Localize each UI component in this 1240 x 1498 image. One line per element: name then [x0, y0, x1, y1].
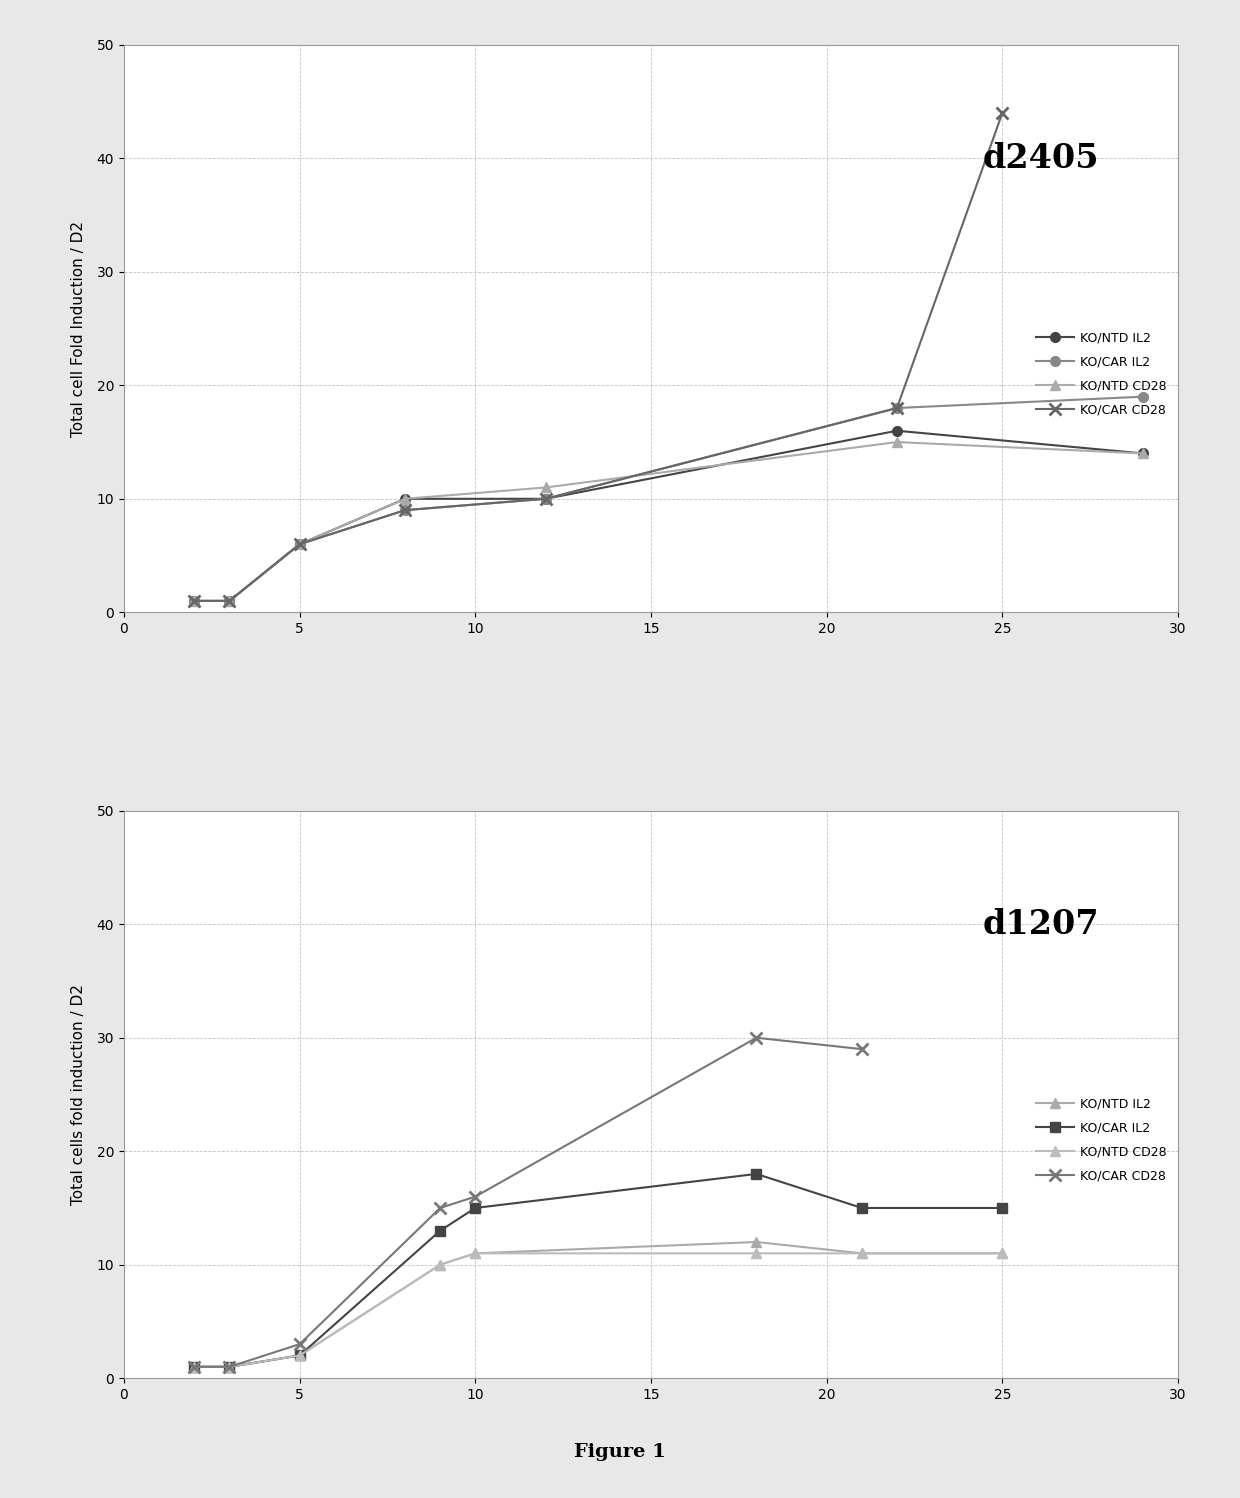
Line: KO/NTD CD28: KO/NTD CD28 [190, 437, 1148, 605]
KO/NTD CD28 [187, 1357, 202, 1375]
Text: Figure 1: Figure 1 [574, 1443, 666, 1461]
KO/NTD CD28 [398, 490, 413, 508]
KO/NTD IL2 [222, 592, 237, 610]
KO/NTD IL2 [398, 490, 413, 508]
KO/CAR CD28 [433, 1198, 448, 1216]
Line: KO/NTD IL2: KO/NTD IL2 [190, 425, 1148, 605]
Y-axis label: Total cells fold induction / D2: Total cells fold induction / D2 [71, 984, 86, 1204]
KO/CAR IL2 [187, 592, 202, 610]
KO/NTD IL2 [889, 422, 904, 440]
KO/NTD IL2 [433, 1255, 448, 1273]
Line: KO/CAR CD28: KO/CAR CD28 [188, 106, 1008, 607]
KO/NTD CD28 [222, 1357, 237, 1375]
KO/CAR IL2 [467, 1198, 482, 1216]
KO/CAR IL2 [187, 1357, 202, 1375]
Line: KO/NTD CD28: KO/NTD CD28 [190, 1248, 1007, 1372]
Legend: KO/NTD IL2, KO/CAR IL2, KO/NTD CD28, KO/CAR CD28: KO/NTD IL2, KO/CAR IL2, KO/NTD CD28, KO/… [1032, 327, 1172, 422]
KO/NTD IL2 [187, 1357, 202, 1375]
KO/CAR IL2 [398, 502, 413, 520]
KO/CAR IL2 [854, 1198, 869, 1216]
Legend: KO/NTD IL2, KO/CAR IL2, KO/NTD CD28, KO/CAR CD28: KO/NTD IL2, KO/CAR IL2, KO/NTD CD28, KO/… [1032, 1092, 1172, 1188]
KO/CAR IL2 [889, 398, 904, 416]
KO/NTD CD28 [854, 1245, 869, 1263]
KO/NTD IL2 [1136, 445, 1151, 463]
KO/NTD CD28 [994, 1245, 1009, 1263]
KO/CAR IL2 [222, 1357, 237, 1375]
KO/CAR IL2 [433, 1222, 448, 1240]
KO/NTD IL2 [854, 1245, 869, 1263]
KO/NTD IL2 [293, 535, 308, 553]
KO/NTD CD28 [293, 535, 308, 553]
KO/CAR CD28 [538, 490, 553, 508]
KO/NTD CD28 [433, 1255, 448, 1273]
KO/CAR CD28 [467, 1188, 482, 1206]
KO/CAR CD28 [222, 592, 237, 610]
KO/CAR CD28 [187, 592, 202, 610]
KO/CAR IL2 [749, 1165, 764, 1183]
KO/NTD IL2 [293, 1347, 308, 1365]
KO/NTD IL2 [187, 592, 202, 610]
KO/NTD IL2 [467, 1245, 482, 1263]
KO/NTD CD28 [749, 1245, 764, 1263]
KO/CAR IL2 [222, 592, 237, 610]
KO/CAR CD28 [293, 1335, 308, 1353]
KO/CAR IL2 [293, 535, 308, 553]
KO/CAR CD28 [398, 502, 413, 520]
KO/NTD CD28 [538, 478, 553, 496]
KO/NTD CD28 [467, 1245, 482, 1263]
KO/NTD CD28 [889, 433, 904, 451]
KO/CAR CD28 [187, 1357, 202, 1375]
KO/CAR CD28 [222, 1357, 237, 1375]
KO/NTD IL2 [994, 1245, 1009, 1263]
KO/NTD CD28 [187, 592, 202, 610]
KO/CAR IL2 [293, 1347, 308, 1365]
KO/CAR CD28 [749, 1029, 764, 1047]
KO/NTD IL2 [538, 490, 553, 508]
Y-axis label: Total cell Fold Induction / D2: Total cell Fold Induction / D2 [71, 220, 86, 436]
Line: KO/NTD IL2: KO/NTD IL2 [190, 1237, 1007, 1372]
KO/NTD CD28 [1136, 445, 1151, 463]
Text: d2405: d2405 [983, 142, 1099, 175]
KO/NTD IL2 [222, 1357, 237, 1375]
Line: KO/CAR IL2: KO/CAR IL2 [190, 1168, 1007, 1372]
KO/CAR CD28 [994, 103, 1009, 121]
KO/CAR IL2 [538, 490, 553, 508]
KO/CAR CD28 [889, 398, 904, 416]
KO/NTD IL2 [749, 1233, 764, 1251]
KO/NTD CD28 [293, 1347, 308, 1365]
Line: KO/CAR IL2: KO/CAR IL2 [190, 392, 1148, 605]
Text: d1207: d1207 [982, 908, 1100, 941]
KO/CAR CD28 [854, 1040, 869, 1058]
Line: KO/CAR CD28: KO/CAR CD28 [188, 1032, 868, 1374]
KO/CAR IL2 [994, 1198, 1009, 1216]
KO/NTD CD28 [222, 592, 237, 610]
KO/CAR CD28 [293, 535, 308, 553]
KO/CAR IL2 [1136, 388, 1151, 406]
